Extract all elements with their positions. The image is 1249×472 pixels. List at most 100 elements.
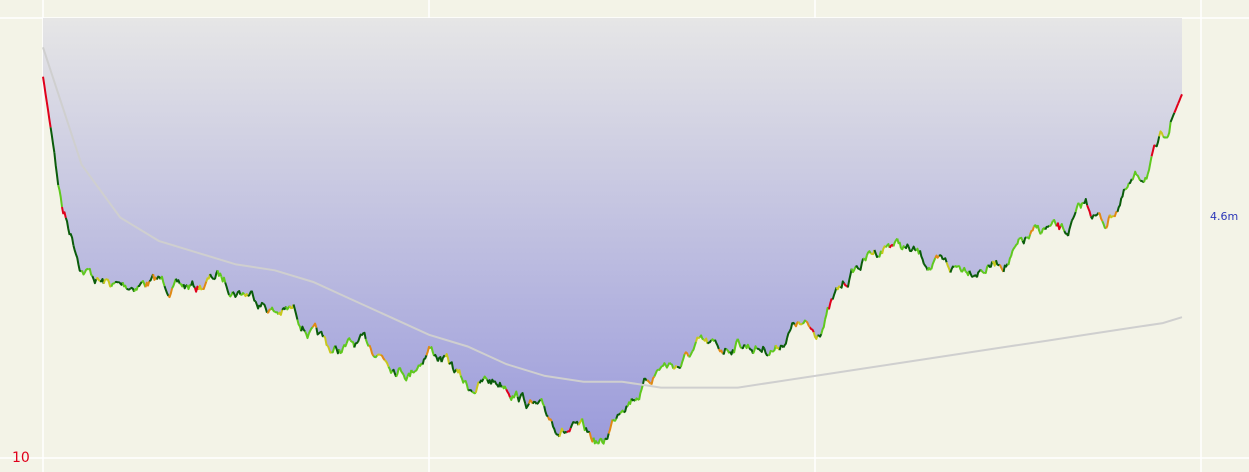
pace-line-segment — [960, 266, 967, 273]
pace-line-segment — [900, 245, 906, 251]
pace-line-segment — [1067, 220, 1073, 237]
pace-line-segment — [611, 418, 618, 422]
pace-line-segment — [646, 379, 652, 385]
pace-line-segment — [349, 339, 356, 348]
pace-line-segment — [741, 344, 746, 350]
pace-line-segment — [930, 257, 937, 270]
pace-line-segment — [1146, 156, 1153, 175]
pace-line-segment — [353, 341, 359, 348]
pace-line-segment — [733, 338, 739, 354]
pace-line-segment — [429, 346, 436, 357]
pace-line-segment — [478, 378, 485, 384]
pace-line-segment — [402, 374, 409, 382]
pace-line-segment — [482, 375, 488, 381]
pace-line-segment — [964, 270, 971, 277]
pace-line-segment — [536, 399, 542, 405]
pace-line-segment — [550, 421, 557, 434]
pace-line-segment — [285, 305, 291, 311]
pace-line-segment — [288, 304, 295, 310]
pace-line-segment — [714, 339, 720, 350]
pace-line-segment — [717, 348, 724, 354]
pace-line-segment — [756, 347, 762, 352]
pace-line-segment — [436, 356, 443, 363]
pace-line-segment — [885, 243, 891, 249]
pace-line-segment — [102, 278, 108, 285]
pace-line-segment — [296, 319, 303, 332]
pace-line-segment — [547, 416, 553, 422]
pace-line-segment — [266, 308, 271, 314]
pace-line-segment — [661, 362, 667, 368]
pace-line-segment — [1097, 211, 1104, 222]
pace-line-segment — [1135, 173, 1142, 182]
pace-line-segment — [873, 249, 879, 258]
pace-line-segment — [1014, 238, 1020, 248]
pace-line-segment — [269, 306, 276, 313]
pace-line-segment — [42, 76, 48, 103]
pace-line-segment — [566, 427, 572, 434]
pace-line-segment — [1131, 170, 1138, 181]
pace-line-segment — [752, 345, 758, 355]
pace-line-segment — [254, 300, 261, 310]
pace-line-segment — [209, 273, 215, 281]
pace-line-segment — [676, 365, 682, 369]
pace-line-segment — [820, 319, 827, 335]
pace-line-segment — [80, 270, 86, 276]
pace-line-segment — [562, 430, 568, 434]
pace-line-segment — [698, 334, 705, 341]
pace-line-segment — [650, 375, 656, 385]
pace-line-segment — [607, 419, 614, 434]
pace-line-segment — [626, 398, 633, 407]
pace-line-segment — [797, 321, 803, 326]
pace-line-segment — [61, 206, 67, 219]
pace-line-segment — [159, 275, 166, 287]
pace-line-segment — [129, 286, 136, 293]
pace-line-segment — [505, 388, 511, 398]
pace-line-segment — [934, 254, 940, 259]
pace-line-segment — [307, 326, 314, 335]
pace-line-segment — [638, 384, 644, 401]
pace-line-segment — [722, 347, 727, 355]
pace-line-segment — [683, 351, 690, 357]
pace-line-segment — [99, 278, 105, 284]
pace-line-segment — [623, 405, 628, 414]
pace-line-segment — [516, 393, 523, 403]
pace-line-segment — [592, 437, 599, 445]
pace-line-segment — [133, 285, 139, 293]
pace-line-segment — [763, 348, 769, 357]
pace-line-segment — [64, 217, 71, 236]
pace-line-segment — [1105, 214, 1111, 229]
pace-line-segment — [1007, 255, 1012, 266]
pace-line-segment — [455, 368, 462, 376]
pace-line-segment — [942, 257, 948, 263]
pace-line-segment — [979, 268, 986, 275]
pace-line-segment — [809, 326, 815, 333]
pace-line-segment — [433, 353, 439, 362]
pace-line-segment — [414, 364, 420, 372]
pace-line-segment — [300, 325, 306, 332]
pace-line-segment — [228, 291, 234, 298]
pace-line-segment — [1044, 225, 1050, 231]
pace-line-segment — [653, 368, 659, 378]
pace-line-segment — [706, 339, 713, 345]
pace-line-segment — [240, 292, 245, 296]
pace-line-segment — [1173, 103, 1180, 114]
pace-line-segment — [368, 344, 375, 357]
pace-line-segment — [1113, 210, 1118, 218]
pace-line-segment — [406, 369, 413, 378]
end-label: 4.6m — [1210, 210, 1238, 223]
pace-line-segment — [262, 302, 268, 313]
pace-line-segment — [459, 375, 466, 384]
pace-line-segment — [190, 280, 196, 289]
pace-line-segment — [524, 403, 530, 410]
pace-line-segment — [311, 322, 318, 329]
pace-line-segment — [736, 338, 743, 349]
pace-line-segment — [49, 127, 56, 153]
pace-line-segment — [398, 367, 405, 376]
pace-line-segment — [1108, 214, 1114, 219]
pace-line-segment — [1018, 236, 1024, 242]
pace-line-segment — [896, 238, 902, 249]
pace-line-segment — [1120, 188, 1126, 199]
pace-line-segment — [292, 304, 299, 320]
pace-line-segment — [870, 249, 876, 256]
pace-line-segment — [137, 281, 143, 288]
